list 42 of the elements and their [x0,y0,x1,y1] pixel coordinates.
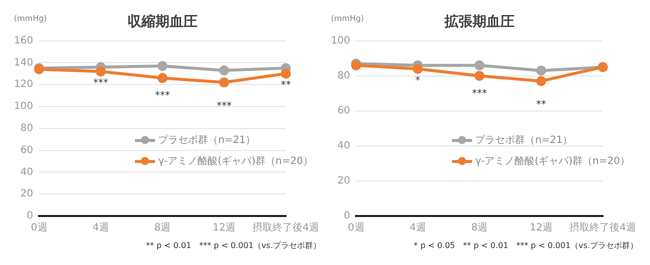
y-tick-label: 80 [20,122,34,134]
annotation: *** [472,88,487,100]
x-tick-label: 摂取終了後4週 [570,222,636,234]
x-tick-label: 摂取終了後4週 [252,222,320,234]
y-tick-label: 0 [344,210,350,222]
y-tick-label: 20 [337,176,350,187]
y-tick-label: 160 [14,35,34,46]
y-tick-label: 40 [337,140,350,152]
y-tick-label: 120 [14,79,34,90]
y-tick-label: 100 [14,101,34,112]
text: ** p < 0.01 *** p < 0.001（vs.プラセボ群） [145,240,322,251]
y-tick-label: 60 [337,105,350,116]
x-tick-label: 8週 [154,222,171,234]
annotation: * [415,75,420,86]
legend-label: γ-アミノ酪酸(ギャバ)群（n=20） [158,155,313,168]
y-tick-label: 0 [26,210,34,222]
x-tick-label: 0週 [348,222,364,234]
text: * p < 0.05 ** p < 0.01 *** p < 0.001（vs.プラセボ群） [412,240,639,251]
annotation: ** [536,100,546,111]
legend-label: γ-アミノ酪酸(ギャバ)群（n=20） [475,155,630,168]
x-tick-label: 4週 [410,222,426,234]
y-tick-label: 100 [330,35,350,46]
y-tick-label: 60 [20,144,34,156]
x-tick-label: 12週 [212,222,236,234]
y-tick-label: 80 [337,70,350,82]
y-tick-label: 140 [14,57,34,68]
legend-label: プラセボ群（n=21） [158,134,256,147]
x-tick-label: 0週 [30,222,48,234]
annotation: *** [93,78,108,90]
annotation: ** [280,80,291,92]
x-tick-label: 4週 [92,222,109,234]
y-axis-title: (mmHg) [14,14,47,23]
x-tick-label: 12週 [530,222,553,234]
y-axis-title: (mmHg) [331,14,364,23]
chart-title: 拡張期血圧 [444,13,514,30]
annotation: *** [154,90,170,102]
legend-label: プラセボ群（n=21） [475,134,573,147]
annotation: *** [216,101,232,112]
y-tick-label: 20 [20,188,34,200]
chart-title: 収縮期血圧 [128,13,198,30]
x-tick-label: 8週 [471,222,488,234]
y-tick-label: 40 [20,166,34,178]
